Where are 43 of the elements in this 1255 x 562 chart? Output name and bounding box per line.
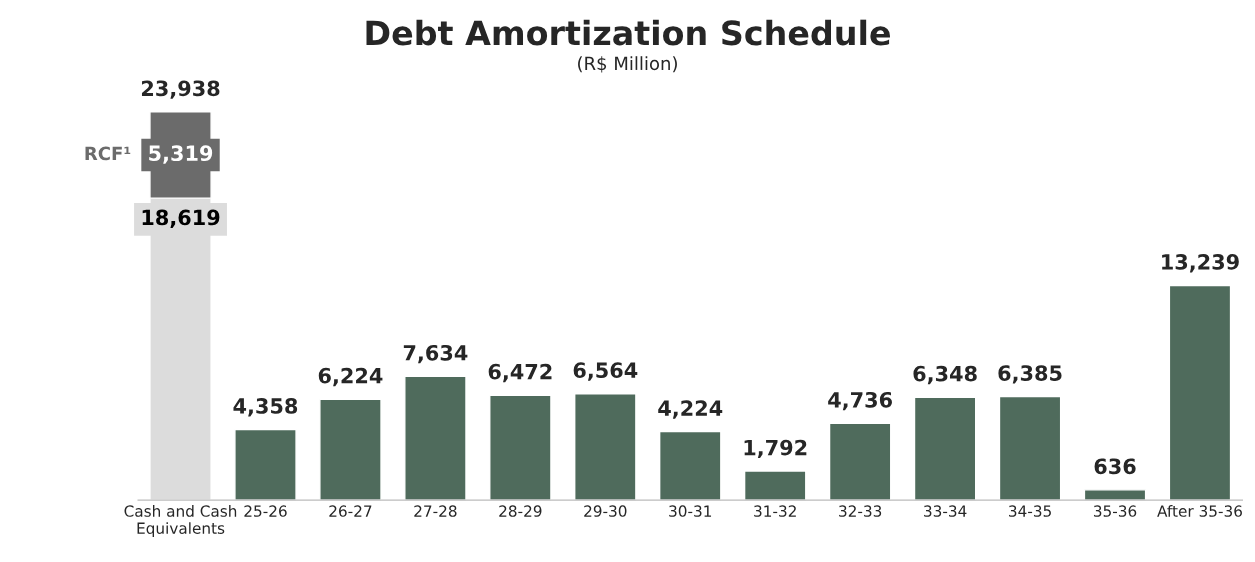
- x-tick-label: 29-30: [584, 505, 627, 517]
- bar: [998, 395, 1062, 501]
- bar: [234, 428, 297, 501]
- data-label: 6,564: [573, 362, 638, 381]
- data-label: 636: [1094, 458, 1136, 475]
- total-label: 23,938: [141, 80, 220, 99]
- data-label: 5,319: [149, 145, 213, 164]
- bar: [319, 398, 382, 501]
- x-tick-label: 28-29: [499, 505, 542, 517]
- x-tick-label: 32-33: [839, 505, 882, 517]
- chart-subtitle: (R$ Million): [578, 56, 677, 73]
- bar: [913, 396, 977, 501]
- x-tick-label: 31-32: [754, 505, 796, 517]
- x-tick-label: 27-28: [414, 505, 457, 517]
- x-tick-label: 30-31: [669, 505, 712, 517]
- x-tick-label: 25-26: [244, 505, 287, 517]
- data-label: 7,634: [403, 344, 468, 364]
- bar: [743, 470, 807, 501]
- data-label: 6,472: [488, 363, 552, 383]
- x-tick-label: 34-35: [1009, 505, 1051, 517]
- x-tick-label: 35-36: [1093, 505, 1137, 517]
- data-label: 4,736: [828, 391, 892, 411]
- data-label: 4,224: [658, 400, 723, 419]
- bar: [1168, 284, 1232, 501]
- data-label: 4,358: [233, 398, 298, 417]
- data-label: 13,239: [1162, 253, 1239, 273]
- chart-title: Debt Amortization Schedule: [366, 19, 890, 46]
- x-tick-label: Cash and Cash Equivalents: [124, 505, 237, 537]
- bar: [658, 430, 722, 501]
- x-tick-label: 26-27: [329, 505, 372, 517]
- data-label: 1,792: [744, 439, 807, 459]
- data-label: 6,224: [318, 367, 383, 387]
- data-label: 18,619: [142, 209, 220, 229]
- bar: [1083, 489, 1147, 501]
- bar: [828, 422, 892, 501]
- data-label: 6,385: [998, 365, 1062, 384]
- bar: [404, 375, 467, 501]
- x-tick-label: 33-34: [924, 505, 967, 517]
- legend-label: RCF¹: [85, 146, 131, 161]
- x-tick-label: After 35-36: [1157, 505, 1242, 517]
- data-label: 6,348: [913, 365, 977, 385]
- bar: [574, 393, 637, 501]
- bar: [489, 394, 552, 501]
